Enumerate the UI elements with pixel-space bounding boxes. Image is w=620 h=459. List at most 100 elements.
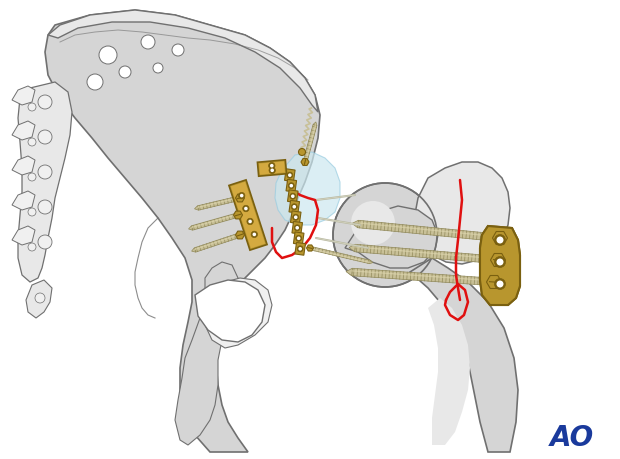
Polygon shape — [352, 268, 494, 286]
Polygon shape — [175, 262, 238, 445]
Polygon shape — [195, 280, 265, 342]
Polygon shape — [12, 156, 35, 175]
Circle shape — [251, 231, 257, 238]
Circle shape — [248, 220, 252, 223]
Polygon shape — [234, 211, 242, 219]
Polygon shape — [198, 196, 241, 210]
Circle shape — [242, 205, 249, 212]
Circle shape — [268, 162, 275, 169]
Circle shape — [287, 172, 293, 178]
Circle shape — [119, 66, 131, 78]
Polygon shape — [480, 226, 520, 305]
Polygon shape — [490, 253, 505, 267]
Polygon shape — [236, 194, 244, 202]
Polygon shape — [349, 244, 355, 252]
Circle shape — [290, 184, 293, 187]
Circle shape — [240, 194, 244, 197]
Polygon shape — [291, 211, 301, 224]
Polygon shape — [295, 242, 306, 255]
Polygon shape — [192, 248, 196, 252]
Circle shape — [38, 235, 52, 249]
Circle shape — [497, 236, 503, 244]
Circle shape — [497, 280, 503, 287]
Polygon shape — [195, 206, 198, 210]
Circle shape — [288, 174, 291, 177]
Polygon shape — [48, 10, 318, 112]
Polygon shape — [192, 213, 239, 230]
Polygon shape — [289, 201, 299, 213]
Circle shape — [28, 208, 36, 216]
Polygon shape — [352, 220, 358, 228]
Polygon shape — [288, 190, 298, 202]
Circle shape — [293, 214, 299, 220]
Circle shape — [298, 149, 306, 156]
Polygon shape — [492, 231, 508, 245]
Circle shape — [38, 165, 52, 179]
Circle shape — [333, 183, 437, 287]
Polygon shape — [370, 260, 373, 264]
Circle shape — [28, 103, 36, 111]
Polygon shape — [26, 280, 52, 318]
Circle shape — [270, 164, 273, 168]
Polygon shape — [345, 206, 438, 268]
Circle shape — [270, 168, 274, 172]
Circle shape — [291, 195, 294, 198]
Polygon shape — [205, 278, 272, 348]
Polygon shape — [292, 221, 303, 234]
Polygon shape — [231, 182, 265, 248]
Circle shape — [495, 279, 505, 290]
Polygon shape — [188, 226, 193, 230]
Circle shape — [298, 247, 302, 251]
Circle shape — [297, 236, 301, 240]
Circle shape — [288, 183, 294, 189]
Circle shape — [296, 235, 302, 241]
Polygon shape — [257, 160, 286, 176]
Circle shape — [495, 235, 505, 246]
Circle shape — [28, 243, 36, 251]
Circle shape — [172, 44, 184, 56]
Circle shape — [28, 138, 36, 146]
Polygon shape — [428, 298, 470, 445]
Polygon shape — [285, 169, 295, 182]
Polygon shape — [309, 246, 370, 264]
Polygon shape — [415, 162, 510, 264]
Circle shape — [87, 74, 103, 90]
Polygon shape — [313, 122, 317, 125]
Circle shape — [99, 46, 117, 64]
Circle shape — [294, 225, 300, 231]
Circle shape — [244, 207, 248, 210]
Circle shape — [294, 215, 298, 219]
Circle shape — [153, 63, 163, 73]
Polygon shape — [12, 191, 35, 210]
Polygon shape — [306, 245, 314, 251]
Circle shape — [239, 192, 245, 199]
Circle shape — [293, 205, 296, 208]
Circle shape — [290, 193, 296, 199]
Polygon shape — [229, 180, 267, 250]
Text: AO: AO — [550, 424, 594, 452]
Polygon shape — [18, 82, 72, 282]
Polygon shape — [259, 162, 285, 174]
Circle shape — [38, 200, 52, 214]
Circle shape — [497, 258, 503, 265]
Circle shape — [28, 173, 36, 181]
Circle shape — [269, 167, 275, 174]
Circle shape — [291, 204, 297, 210]
Polygon shape — [410, 258, 518, 452]
Polygon shape — [301, 158, 309, 165]
Circle shape — [247, 218, 254, 224]
Circle shape — [351, 201, 395, 245]
Polygon shape — [286, 179, 296, 192]
Polygon shape — [12, 121, 35, 140]
Polygon shape — [346, 268, 352, 276]
Circle shape — [141, 35, 155, 49]
Polygon shape — [12, 226, 35, 245]
Polygon shape — [293, 232, 304, 245]
Polygon shape — [303, 124, 317, 162]
Circle shape — [35, 293, 45, 303]
Polygon shape — [358, 220, 500, 242]
Circle shape — [495, 257, 505, 268]
Polygon shape — [480, 226, 520, 305]
Polygon shape — [480, 226, 520, 305]
Circle shape — [297, 246, 303, 252]
